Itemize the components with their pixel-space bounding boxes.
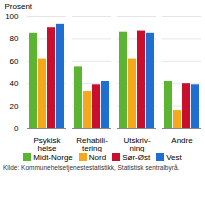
- svg-text:100: 100: [5, 12, 19, 21]
- svg-text:60: 60: [10, 57, 19, 66]
- svg-text:Andre: Andre: [171, 136, 193, 145]
- svg-text:80: 80: [10, 34, 19, 43]
- html-text:Midt-Norge: Midt-Norge: [33, 153, 73, 162]
- svg-text:0: 0: [14, 124, 19, 133]
- svg-text:Rehabili-tering: Rehabili-tering: [76, 136, 108, 152]
- svg-text:20: 20: [10, 102, 19, 111]
- svg-text:Utskriv-ning: Utskriv-ning: [123, 136, 150, 152]
- svg-text:Prosent: Prosent: [5, 2, 33, 11]
- svg-text:40: 40: [10, 79, 19, 88]
- html-text:Vest: Vest: [166, 153, 182, 162]
- html-text:Sør-Øst: Sør-Øst: [122, 153, 151, 162]
- html-text:Kilde: Kommunehelsetjenestesta: Kilde: Kommunehelsetjenestestatistikk, S…: [3, 164, 180, 171]
- svg-text:Psykiskhelse: Psykiskhelse: [33, 136, 61, 152]
- html-text:Nord: Nord: [88, 153, 107, 162]
